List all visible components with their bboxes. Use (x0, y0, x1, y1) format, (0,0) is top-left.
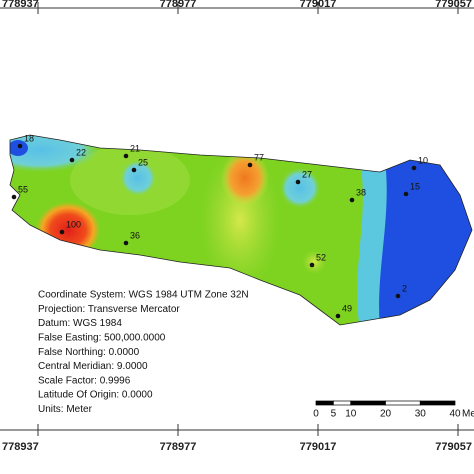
sample-label: 2 (402, 283, 407, 293)
sample-point (59, 229, 65, 235)
easting-labels: 778937 778937 778977 778977 779017 779017 7790… (2, 0, 472, 453)
info-line: False Northing: 0.0000 (38, 347, 140, 358)
sample-label: 22 (76, 147, 86, 157)
scale-segment (315, 400, 334, 406)
sample-label: 55 (18, 184, 28, 194)
scale-unit: Me (462, 409, 474, 420)
info-line: Datum: WGS 1984 (38, 318, 122, 329)
sample-point (123, 240, 129, 246)
sample-point (395, 293, 401, 299)
scale-label: 40 (449, 409, 461, 420)
info-line: Coordinate System: WGS 1984 UTM Zone 32N (38, 290, 249, 301)
sample-point (247, 162, 253, 168)
sample-point (131, 167, 137, 173)
easting-label: 778937 (2, 441, 39, 453)
sample-label: 100 (66, 219, 81, 229)
scale-segment (419, 400, 456, 406)
sample-point (403, 191, 409, 197)
easting-label: 779017 (300, 0, 337, 10)
easting-label: 779017 (300, 441, 337, 453)
scale-label: 0 (313, 409, 319, 420)
easting-label: 779057 (435, 0, 472, 10)
sample-label: 18 (24, 133, 34, 143)
info-line: Units: Meter (38, 404, 93, 415)
sample-label: 49 (342, 303, 352, 313)
coordinate-info: Coordinate System: WGS 1984 UTM Zone 32N… (38, 290, 249, 415)
info-line: False Easting: 500,000.0000 (38, 333, 166, 344)
sample-point (123, 153, 129, 159)
sample-point (295, 179, 301, 185)
sample-label: 10 (418, 155, 428, 165)
info-line: Projection: Transverse Mercator (38, 304, 180, 315)
scale-segment (385, 400, 421, 406)
scale-label: 10 (345, 409, 357, 420)
easting-label: 778977 (160, 441, 197, 453)
info-line: Scale Factor: 0.9996 (38, 375, 131, 386)
info-line: Latitude Of Origin: 0.0000 (38, 390, 153, 401)
easting-label: 779057 (435, 441, 472, 453)
sample-label: 38 (356, 187, 366, 197)
easting-label: 778937 (2, 0, 39, 10)
interpolated-surface (10, 135, 472, 325)
scale-segment (350, 400, 386, 406)
sample-points: 18 22 21 25 77 27 38 10 15 55 100 36 52 49 2 (11, 133, 428, 319)
sample-point (11, 194, 17, 200)
scale-segment (333, 400, 352, 406)
scale-label: 20 (380, 409, 392, 420)
scale-label: 30 (415, 409, 427, 420)
easting-label: 778977 (160, 0, 197, 10)
sample-label: 25 (138, 157, 148, 167)
sample-label: 77 (254, 152, 264, 162)
sample-label: 21 (130, 143, 140, 153)
sample-label: 27 (302, 169, 312, 179)
info-line: Central Meridian: 9.0000 (38, 361, 148, 372)
scale-label: 5 (331, 409, 337, 420)
sample-point (335, 313, 341, 319)
sample-point (411, 165, 417, 171)
sample-label: 36 (130, 230, 140, 240)
sample-point (309, 262, 315, 268)
sample-point (349, 197, 355, 203)
sample-label: 52 (316, 252, 326, 262)
sample-point (69, 157, 75, 163)
sample-label: 15 (410, 181, 420, 191)
map-frame (0, 7, 474, 431)
sample-point (17, 143, 23, 149)
scale-bar: 0 5 10 20 30 40 Me (313, 400, 474, 420)
